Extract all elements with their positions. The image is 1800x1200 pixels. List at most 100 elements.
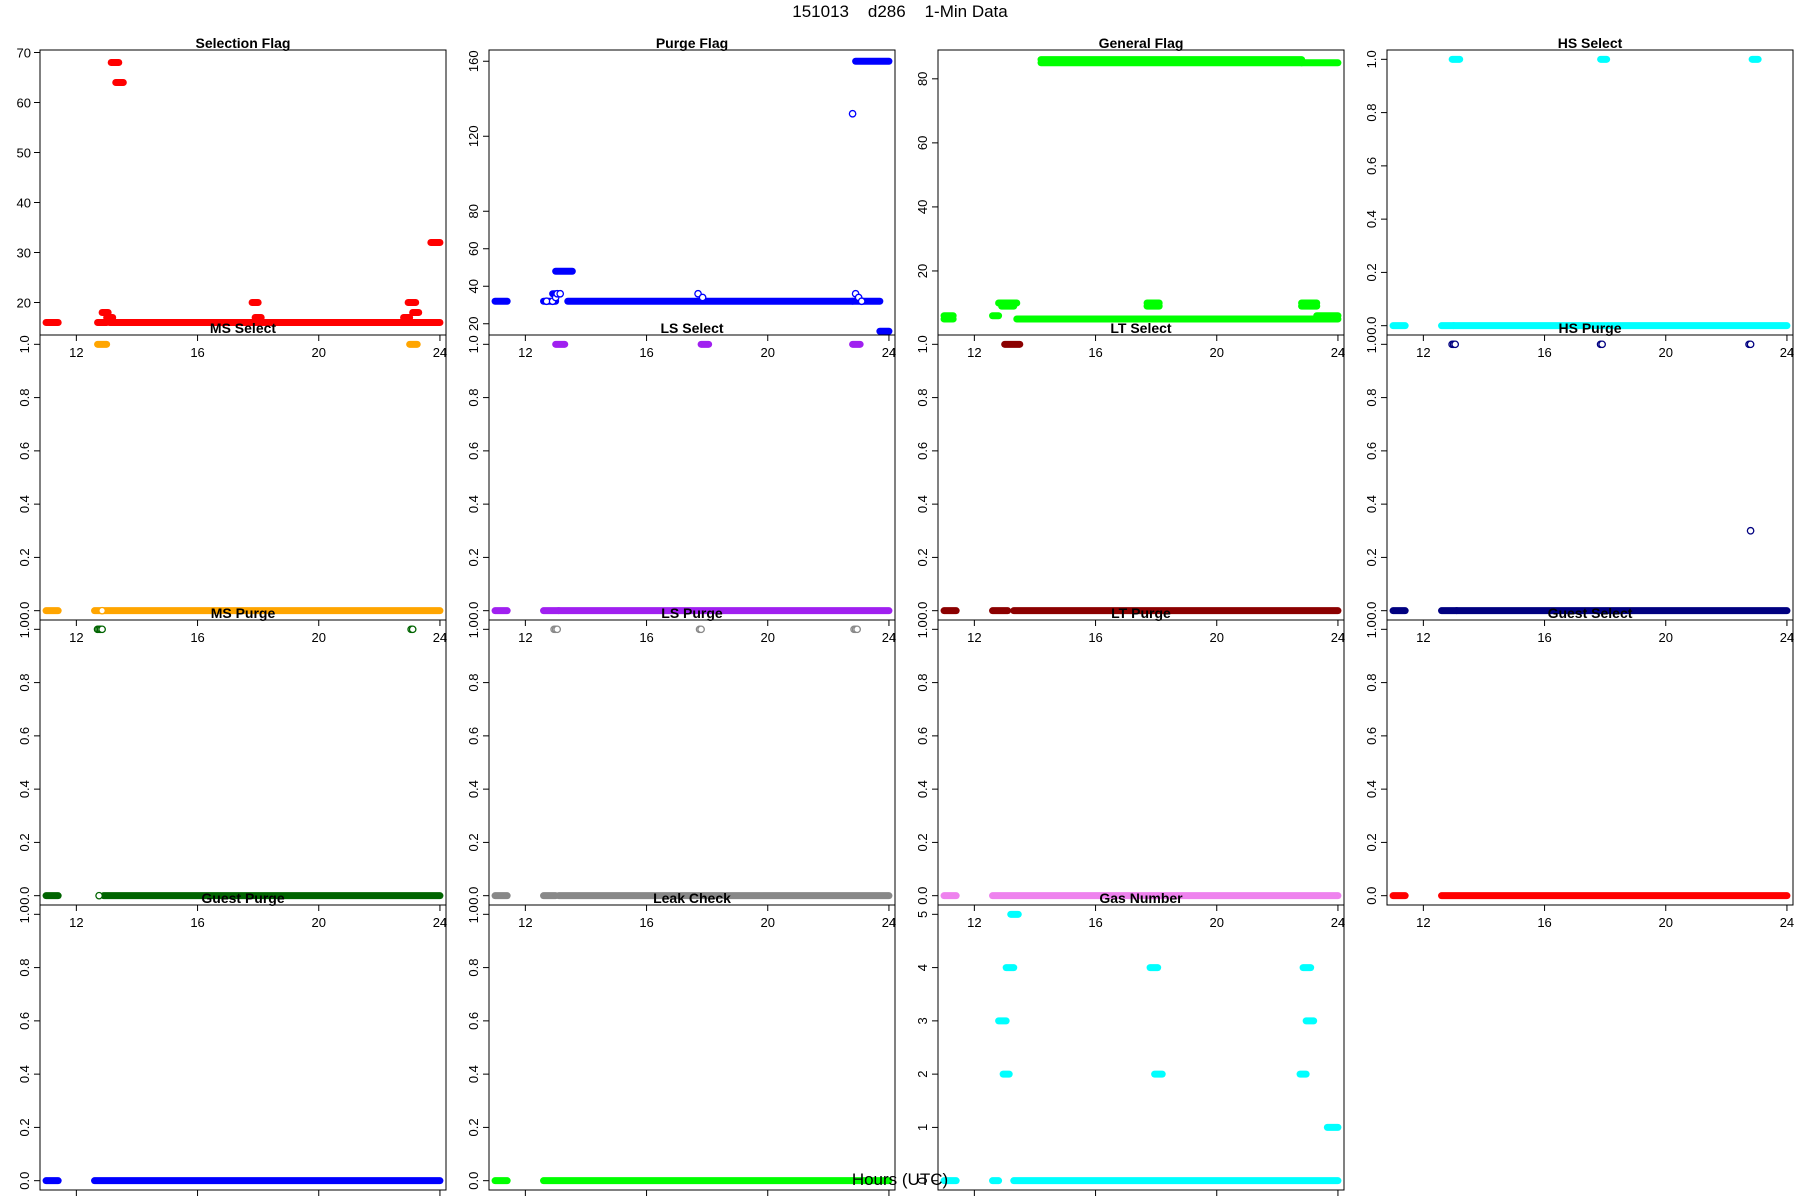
x-tick-label: 16 — [1088, 915, 1102, 930]
y-tick-label: 1.0 — [17, 620, 32, 638]
y-tick-label: 1.0 — [915, 335, 930, 353]
x-tick-label: 16 — [639, 630, 653, 645]
x-tick-label: 12 — [518, 345, 532, 360]
plot-panel-12: Guest Purge 12 16 20 24 0.0 0.2 0.4 0.6 0.8 1.0 — [17, 890, 447, 1196]
plot-title: Guest Select — [1548, 605, 1633, 621]
y-tick-label: 1.0 — [915, 620, 930, 638]
x-tick-label: 20 — [761, 345, 775, 360]
x-tick-label: 16 — [1088, 345, 1102, 360]
y-tick-label: 0.0 — [466, 1172, 481, 1190]
y-tick-label: 0.8 — [466, 959, 481, 977]
plot-data — [491, 340, 893, 615]
x-tick-label: 20 — [1210, 630, 1224, 645]
y-tick-label: 0.2 — [1364, 548, 1379, 566]
y-tick-label: 0.4 — [915, 495, 930, 513]
plot-data — [1389, 340, 1791, 615]
x-tick-label: 12 — [518, 915, 532, 930]
x-tick-label: 24 — [433, 345, 447, 360]
x-tick-label: 12 — [69, 345, 83, 360]
y-tick-label: 0.8 — [466, 389, 481, 407]
y-tick-label: 0.6 — [466, 442, 481, 460]
y-tick-label: 0.0 — [1364, 317, 1379, 335]
y-tick-label: 0.2 — [915, 833, 930, 851]
plot-data — [940, 340, 1342, 615]
plot-panel-3: HS Select 12 16 20 24 0.0 0.2 0.4 0.6 0.8 1.0 — [1364, 35, 1794, 360]
y-tick-label: 60 — [915, 136, 930, 150]
x-tick-label: 24 — [1780, 630, 1794, 645]
y-tick-label: 80 — [466, 204, 481, 218]
x-tick-label: 12 — [1416, 915, 1430, 930]
x-tick-label: 20 — [761, 915, 775, 930]
x-tick-label: 24 — [882, 915, 896, 930]
plot-title: LS Select — [660, 320, 723, 336]
y-tick-label: 0.0 — [17, 887, 32, 905]
y-tick-label: 1 — [915, 1124, 930, 1131]
x-tick-label: 24 — [882, 630, 896, 645]
plot-title: General Flag — [1099, 35, 1184, 51]
x-tick-label: 24 — [882, 345, 896, 360]
y-tick-label: 1.0 — [1364, 335, 1379, 353]
data-point — [95, 891, 103, 900]
x-tick-label: 20 — [1659, 345, 1673, 360]
data-point — [556, 289, 565, 298]
y-tick-label: 0.8 — [466, 674, 481, 692]
y-tick-label: 0.2 — [17, 548, 32, 566]
y-tick-label: 30 — [17, 246, 31, 261]
y-tick-label: 40 — [915, 200, 930, 214]
y-tick-label: 0.8 — [17, 674, 32, 692]
plot-frame — [488, 334, 896, 621]
y-tick-label: 0.4 — [466, 780, 481, 798]
y-tick-label: 0.4 — [1364, 495, 1379, 513]
data-point — [1451, 340, 1460, 349]
y-tick-label: 120 — [466, 125, 481, 147]
x-tick-label: 20 — [312, 630, 326, 645]
plot-title: LT Select — [1110, 320, 1172, 336]
y-tick-label: 0.2 — [466, 548, 481, 566]
y-tick-label: 0.6 — [1364, 157, 1379, 175]
data-point — [98, 606, 106, 615]
x-tick-label: 16 — [1088, 630, 1102, 645]
y-tick-label: 0.0 — [915, 602, 930, 620]
plot-data — [42, 59, 444, 326]
x-tick-label: 16 — [639, 915, 653, 930]
x-tick-label: 20 — [1659, 630, 1673, 645]
x-tick-label: 24 — [433, 915, 447, 930]
plot-frame — [39, 49, 447, 336]
y-tick-label: 0.4 — [17, 780, 32, 798]
plot-panel-5: LS Select 12 16 20 24 0.0 0.2 0.4 0.6 0.8 1.0 — [466, 320, 896, 645]
data-point — [98, 625, 106, 634]
x-tick-label: 12 — [967, 630, 981, 645]
x-tick-label: 12 — [967, 345, 981, 360]
y-tick-label: 0.4 — [466, 495, 481, 513]
y-tick-label: 0.0 — [1364, 602, 1379, 620]
data-point — [857, 297, 866, 306]
y-tick-label: 0.2 — [466, 833, 481, 851]
x-tick-label: 20 — [761, 630, 775, 645]
y-tick-label: 40 — [466, 279, 481, 293]
y-tick-label: 0.6 — [1364, 727, 1379, 745]
y-tick-label: 0.6 — [915, 442, 930, 460]
plot-title: HS Select — [1558, 35, 1623, 51]
y-tick-label: 0.6 — [915, 727, 930, 745]
data-point — [848, 109, 857, 118]
plot-panel-10: LT Purge 12 16 20 24 0.0 0.2 0.4 0.6 0.8 1.0 — [915, 605, 1345, 930]
plot-panel-1: Purge Flag 12 16 20 24 20 40 60 80 120 160 — [466, 35, 896, 360]
plot-title: LS Purge — [661, 605, 723, 621]
y-tick-label: 0.0 — [466, 887, 481, 905]
plot-frame — [488, 904, 896, 1191]
data-point — [553, 625, 562, 634]
plot-panel-8: MS Purge 12 16 20 24 0.0 0.2 0.4 0.6 0.8 1.0 — [17, 605, 447, 930]
data-point — [853, 625, 861, 634]
plot-frame — [937, 334, 1345, 621]
y-tick-label: 1.0 — [1364, 50, 1379, 68]
y-tick-label: 0.2 — [466, 1118, 481, 1136]
plot-frame — [1386, 619, 1794, 906]
y-tick-label: 0.8 — [1364, 104, 1379, 122]
y-tick-label: 0.8 — [1364, 674, 1379, 692]
y-tick-label: 0.6 — [17, 442, 32, 460]
plot-data — [491, 57, 893, 335]
y-tick-label: 70 — [17, 46, 31, 61]
y-tick-label: 5 — [915, 911, 930, 918]
plot-frame — [937, 619, 1345, 906]
plot-panel-4: MS Select 12 16 20 24 0.0 0.2 0.4 0.6 0.8 1.0 — [17, 320, 447, 645]
